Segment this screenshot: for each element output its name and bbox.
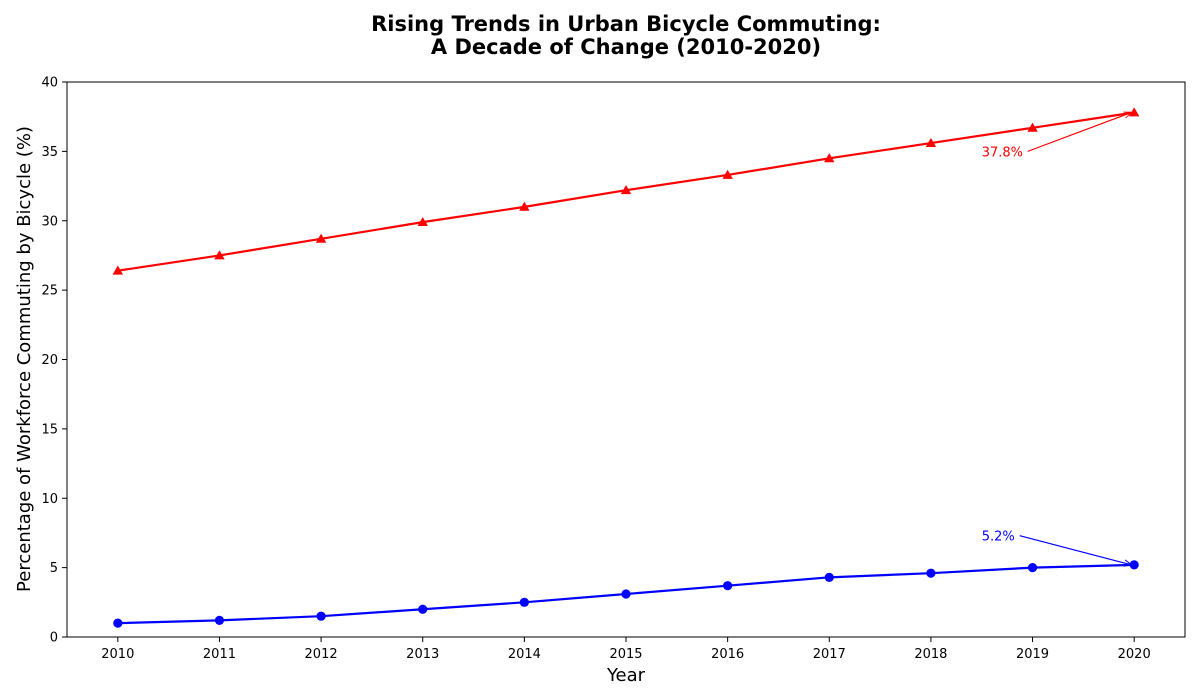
- x-tick-label: 2014: [508, 647, 541, 662]
- chart-subtitle: A Decade of Change (2010-2020): [431, 35, 821, 59]
- y-tick-label: 30: [41, 214, 58, 229]
- data-point: [926, 568, 936, 578]
- data-point: [519, 201, 530, 211]
- data-point: [519, 597, 529, 607]
- y-tick-label: 15: [41, 422, 58, 437]
- data-point: [315, 233, 327, 243]
- annotation-label: 5.2%: [982, 530, 1015, 545]
- data-point: [722, 169, 733, 179]
- y-tick-label: 35: [41, 145, 58, 160]
- y-tick-label: 10: [41, 492, 58, 507]
- data-point: [214, 615, 225, 625]
- data-point: [1027, 122, 1038, 132]
- x-tick-label: 2013: [406, 647, 439, 662]
- annotation-arrow: [1019, 535, 1131, 565]
- data-point: [113, 618, 123, 628]
- data-point: [621, 589, 631, 599]
- data-point: [214, 250, 225, 260]
- annotation-label: 37.8%: [982, 145, 1023, 160]
- x-tick-label: 2016: [711, 647, 744, 662]
- data-point: [925, 137, 937, 147]
- x-tick-label: 2015: [609, 647, 642, 662]
- x-axis-label: Year: [606, 665, 646, 686]
- plot-area: 37.8%5.2%2010 2011 2012 2013 2014 2015 2016 201…: [41, 76, 1186, 662]
- x-tick-label: 2018: [914, 647, 947, 662]
- data-point: [723, 581, 733, 591]
- annotation-arrow: [1027, 113, 1131, 152]
- data-point: [112, 265, 124, 275]
- data-point: [316, 611, 326, 621]
- y-tick-label: 0: [50, 631, 58, 646]
- y-tick-label: 40: [41, 76, 58, 91]
- y-axis-label: Percentage of Workforce Commuting by Bic…: [14, 126, 35, 592]
- data-point: [418, 604, 428, 614]
- x-tick-label: 2019: [1016, 647, 1049, 662]
- data-point: [1027, 563, 1038, 573]
- data-point: [1128, 107, 1140, 117]
- y-tick-label: 20: [41, 353, 58, 368]
- chart-title: Rising Trends in Urban Bicycle Commuting…: [371, 12, 881, 36]
- x-tick-label: 2011: [203, 647, 236, 662]
- x-tick-label: 2017: [813, 647, 846, 662]
- y-tick-label: 25: [41, 284, 58, 299]
- data-point: [824, 572, 834, 582]
- data-point: [824, 153, 835, 163]
- x-tick-label: 2010: [101, 647, 134, 662]
- x-tick-label: 2020: [1118, 647, 1151, 662]
- y-tick-label: 5: [50, 561, 58, 576]
- data-point: [620, 185, 632, 195]
- data-point: [417, 216, 428, 227]
- x-tick-label: 2012: [305, 647, 338, 662]
- plot-frame: [66, 81, 1186, 638]
